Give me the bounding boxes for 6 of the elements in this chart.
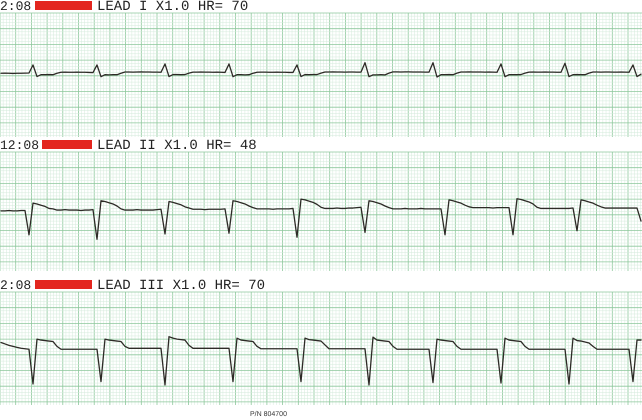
chart-title: LEAD III X1.0 HR= 70: [97, 278, 266, 294]
chart-title: LEAD II X1.0 HR= 48: [97, 138, 257, 154]
text: 2:08: [0, 0, 32, 14]
text: 12:08: [0, 138, 40, 153]
chart-title: LEAD I X1.0 HR= 70: [97, 0, 248, 15]
text: 2:08: [0, 278, 32, 293]
